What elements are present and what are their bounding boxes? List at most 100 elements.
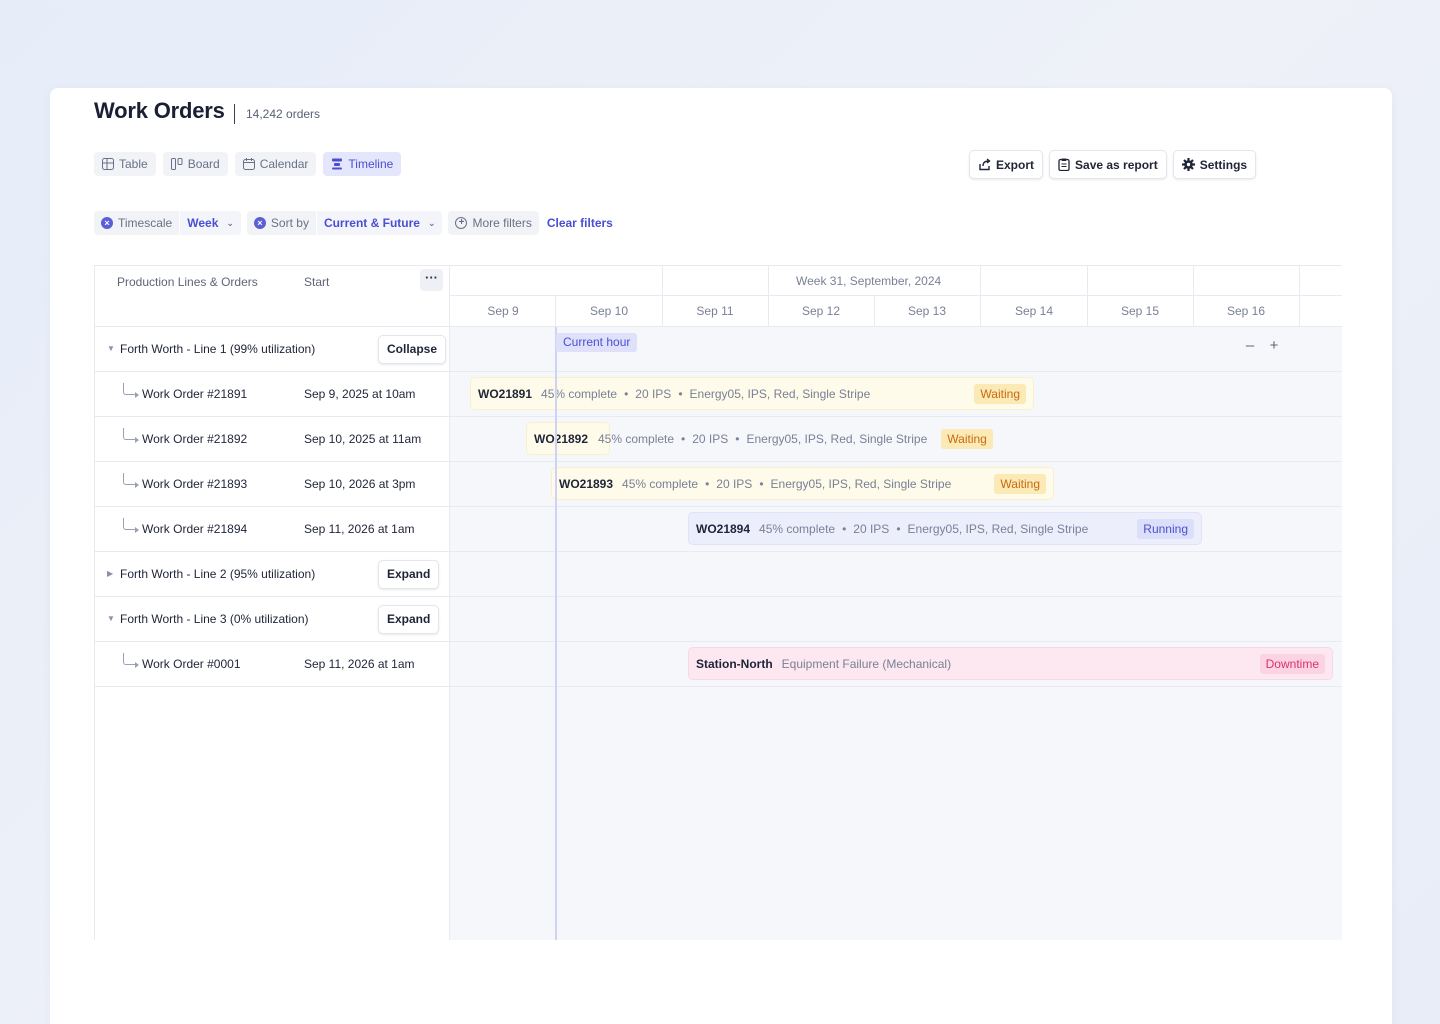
station-name: Station-North: [696, 656, 773, 671]
separator-dot: •: [678, 386, 683, 401]
caret-right-icon[interactable]: ▶: [107, 569, 114, 578]
orders-list-panel: Production Lines & Orders Start ··· ▼ Fo…: [94, 265, 450, 940]
bar-id: WO21892: [534, 431, 589, 446]
sort-chip[interactable]: × Sort by: [246, 211, 316, 235]
day-label: Sep 10: [589, 304, 629, 318]
filter-bar: × Timescale Week ⌄ × Sort by Current & F…: [94, 211, 613, 235]
tab-label: Calendar: [259, 157, 309, 171]
timeline-group-row: [450, 552, 1342, 597]
settings-button[interactable]: Settings: [1172, 150, 1257, 179]
zoom-out-button[interactable]: –: [1245, 337, 1255, 354]
tab-table[interactable]: Table: [94, 152, 156, 176]
separator-dot: •: [896, 521, 901, 536]
gear-icon: [1181, 158, 1195, 171]
order-row[interactable]: Work Order #21893 Sep 10, 2026 at 3pm: [95, 462, 449, 507]
grid-line: [768, 266, 769, 295]
bar-spec: Energy05, IPS, Red, Single Stripe: [907, 521, 1089, 536]
export-label: Export: [996, 157, 1035, 172]
more-options-button[interactable]: ···: [420, 269, 443, 291]
grid-line: [555, 296, 556, 326]
group-row[interactable]: ▼ Forth Worth - Line 1 (99% utilization)…: [95, 327, 449, 372]
zoom-in-button[interactable]: +: [1269, 337, 1279, 354]
timescale-chip[interactable]: × Timescale: [94, 211, 180, 235]
order-row[interactable]: Work Order #21894 Sep 11, 2026 at 1am: [95, 507, 449, 552]
clipboard-icon: [1058, 158, 1070, 171]
week-header: Week 31, September, 2024: [450, 265, 1342, 296]
group-row[interactable]: ▼ Forth Worth - Line 3 (0% utilization) …: [95, 597, 449, 642]
sort-label: Sort by: [270, 216, 309, 230]
grid-line: [662, 296, 663, 326]
order-row[interactable]: Work Order #21892 Sep 10, 2025 at 11am: [95, 417, 449, 462]
collapse-button[interactable]: Collapse: [378, 335, 447, 364]
bar-progress: 45% complete: [622, 476, 699, 491]
work-order-bar[interactable]: WO21892: [526, 422, 610, 455]
sub-item-arrow-icon: [123, 383, 139, 398]
order-start: Sep 10, 2026 at 3pm: [304, 477, 416, 491]
export-button[interactable]: Export: [969, 150, 1044, 179]
timescale-value: Week: [187, 216, 219, 230]
sub-item-arrow-icon: [123, 653, 139, 668]
caret-down-icon[interactable]: ▼: [107, 344, 115, 353]
timeline-row: WO21892 45% complete • 20 IPS • Energy05…: [450, 417, 1342, 462]
table-icon: [102, 158, 114, 170]
chevron-down-icon: ⌄: [427, 217, 436, 228]
group-name: Forth Worth - Line 2 (95% utilization): [120, 567, 316, 581]
more-filters-button[interactable]: + More filters: [448, 211, 539, 235]
order-start: Sep 9, 2025 at 10am: [304, 387, 416, 401]
page-title: Work Orders: [94, 98, 225, 123]
save-report-button[interactable]: Save as report: [1049, 150, 1167, 179]
grid-line: [1087, 266, 1088, 295]
separator-dot: •: [735, 431, 740, 446]
timeline-panel: Week 31, September, 2024 Sep 9 Sep 10 Se…: [450, 265, 1342, 940]
group-name: Forth Worth - Line 1 (99% utilization): [120, 342, 316, 356]
order-name: Work Order #21893: [142, 477, 248, 491]
status-badge: Downtime: [1259, 653, 1325, 674]
separator-dot: •: [705, 476, 710, 491]
work-order-bar[interactable]: WO21894 45% complete • 20 IPS • Energy05…: [688, 512, 1202, 545]
day-label: Sep 12: [801, 304, 841, 318]
tab-board[interactable]: Board: [162, 152, 228, 176]
separator-dot: •: [759, 476, 764, 491]
chevron-down-icon: ⌄: [226, 217, 234, 228]
timescale-select[interactable]: Week ⌄: [179, 211, 241, 235]
sort-value: Current & Future: [323, 216, 420, 230]
group-row[interactable]: ▶ Forth Worth - Line 2 (95% utilization)…: [95, 552, 449, 597]
list-header: Production Lines & Orders Start ···: [95, 265, 449, 327]
grid-line: [768, 296, 769, 326]
sub-item-arrow-icon: [123, 428, 139, 443]
expand-button[interactable]: Expand: [378, 605, 440, 634]
settings-label: Settings: [1199, 157, 1248, 172]
status-badge: Running: [1137, 518, 1194, 539]
order-row[interactable]: Work Order #0001 Sep 11, 2026 at 1am: [95, 642, 449, 687]
timeline-group-row: [450, 597, 1342, 642]
remove-filter-icon[interactable]: ×: [253, 217, 266, 229]
bar-id: WO21891: [478, 386, 533, 401]
tab-timeline[interactable]: Timeline: [323, 152, 402, 176]
order-name: Work Order #0001: [142, 657, 241, 671]
expand-button[interactable]: Expand: [378, 560, 440, 589]
bar-progress: 45% complete: [541, 386, 618, 401]
sort-select[interactable]: Current & Future ⌄: [315, 211, 443, 235]
tab-label: Timeline: [348, 157, 394, 171]
sort-filter: × Sort by Current & Future ⌄: [246, 211, 443, 235]
day-label: Sep 9: [487, 304, 519, 318]
remove-filter-icon[interactable]: ×: [101, 217, 113, 229]
day-label: Sep 15: [1120, 304, 1160, 318]
downtime-reason: Equipment Failure (Mechanical): [781, 656, 952, 671]
clear-filters-link[interactable]: Clear filters: [546, 216, 613, 230]
timeline-row: WO21891 45% complete • 20 IPS • Energy05…: [450, 372, 1342, 417]
order-row[interactable]: Work Order #21891 Sep 9, 2025 at 10am: [95, 372, 449, 417]
work-order-bar[interactable]: WO21893 45% complete • 20 IPS • Energy05…: [551, 467, 1054, 500]
grid-line: [662, 266, 663, 295]
tab-calendar[interactable]: Calendar: [234, 152, 317, 176]
sub-item-arrow-icon: [123, 518, 139, 533]
caret-down-icon[interactable]: ▼: [107, 614, 115, 623]
separator-dot: •: [624, 386, 629, 401]
work-order-bar[interactable]: WO21891 45% complete • 20 IPS • Energy05…: [470, 377, 1034, 410]
status-badge: Waiting: [941, 428, 993, 449]
order-name: Work Order #21892: [142, 432, 248, 446]
timeline-row: WO21894 45% complete • 20 IPS • Energy05…: [450, 507, 1342, 552]
downtime-bar[interactable]: Station-North Equipment Failure (Mechani…: [688, 647, 1333, 680]
export-icon: [979, 158, 991, 171]
timeline-group-row: [450, 327, 1342, 372]
